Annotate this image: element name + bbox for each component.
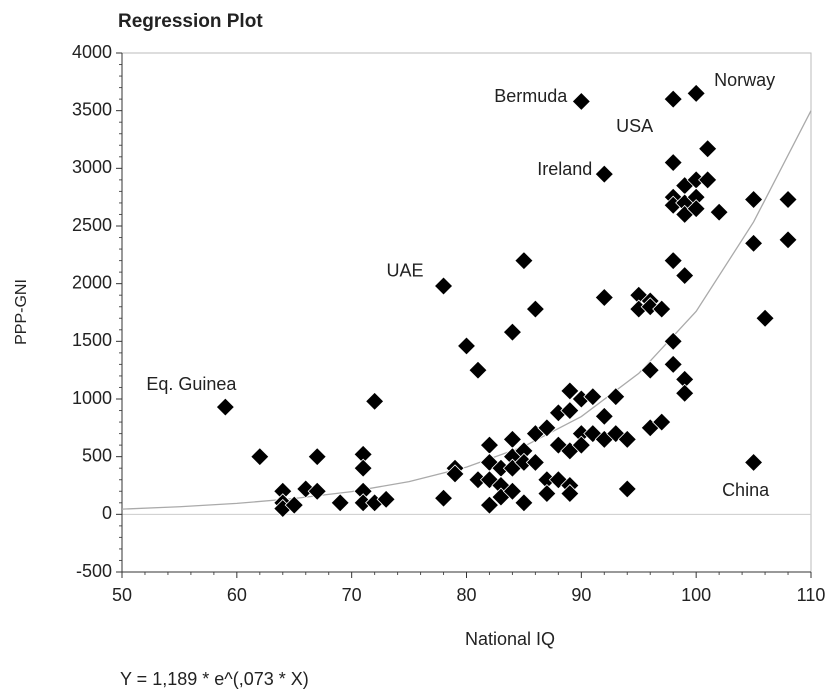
data-point — [652, 299, 672, 319]
x-tick-label: 100 — [681, 585, 711, 605]
x-tick-label: 80 — [456, 585, 476, 605]
data-point — [307, 447, 327, 467]
x-tick-label: 110 — [797, 585, 826, 605]
data-point — [433, 488, 454, 508]
data-point — [698, 170, 718, 190]
data-point — [560, 381, 580, 401]
data-point — [376, 489, 396, 509]
data-point — [663, 89, 683, 109]
data-point — [560, 400, 580, 421]
data-point — [433, 276, 454, 296]
data-point — [675, 383, 695, 403]
data-point — [583, 387, 603, 407]
y-tick-label: 3500 — [72, 99, 112, 119]
y-tick-label: 3000 — [72, 157, 112, 177]
y-tick-label: -500 — [76, 561, 112, 581]
data-point — [606, 387, 626, 407]
y-tick-label: 4000 — [72, 42, 112, 62]
y-tick-label: 1000 — [72, 388, 112, 408]
x-tick-label: 70 — [342, 585, 362, 605]
point-label: China — [722, 480, 770, 500]
data-point — [663, 153, 683, 173]
y-axis-label: PPP-GNI — [13, 279, 30, 345]
y-tick-label: 2500 — [72, 215, 112, 235]
data-point — [686, 199, 706, 219]
equation: Y = 1,189 * e^(,073 * X) — [120, 669, 309, 689]
data-point — [445, 464, 465, 484]
data-point — [514, 251, 534, 271]
data-point — [502, 481, 522, 501]
point-label: Eq. Guinea — [146, 374, 237, 394]
x-axis-label: National IQ — [465, 629, 555, 649]
data-point — [502, 322, 522, 342]
data-point — [456, 336, 477, 356]
data-point — [514, 493, 534, 513]
data-point — [571, 91, 591, 112]
data-point — [744, 452, 764, 472]
data-point — [537, 484, 557, 504]
data-point — [640, 360, 660, 380]
data-point — [652, 412, 672, 432]
point-label: Ireland — [537, 159, 592, 179]
data-point — [525, 452, 545, 472]
point-label: USA — [616, 116, 653, 136]
data-point — [284, 495, 304, 515]
x-tick-label: 90 — [571, 585, 591, 605]
data-point — [663, 354, 683, 374]
data-point — [215, 397, 235, 417]
data-point — [560, 484, 580, 504]
data-point — [778, 189, 798, 210]
data-point — [353, 458, 373, 478]
data-point — [502, 429, 522, 449]
y-tick-label: 2000 — [72, 272, 112, 292]
point-label: Norway — [714, 70, 775, 90]
data-point — [594, 406, 614, 426]
data-point — [663, 331, 683, 351]
data-point — [617, 429, 637, 449]
data-point — [663, 251, 683, 271]
data-point — [479, 495, 500, 515]
x-tick-label: 60 — [227, 585, 247, 605]
y-tick-label: 1500 — [72, 330, 112, 350]
point-label: UAE — [387, 261, 424, 281]
data-point — [479, 435, 500, 455]
data-point — [307, 481, 327, 501]
plot-frame — [121, 52, 812, 573]
data-point — [686, 83, 706, 103]
data-point — [330, 493, 350, 513]
data-point — [537, 418, 557, 438]
x-tick-label: 50 — [112, 585, 132, 605]
data-point — [675, 266, 695, 286]
data-point — [525, 299, 545, 319]
data-point — [571, 435, 591, 455]
data-point — [365, 391, 385, 411]
chart-title: Regression Plot — [118, 11, 263, 32]
point-label: Bermuda — [494, 86, 568, 106]
regression-curve — [121, 110, 812, 510]
y-tick-label: 0 — [102, 503, 112, 523]
y-tick-label: 500 — [82, 445, 112, 465]
data-point — [594, 164, 614, 184]
data-point — [617, 479, 637, 499]
data-point — [755, 308, 775, 328]
data-point — [709, 202, 729, 222]
data-point — [744, 233, 764, 253]
data-point — [468, 360, 488, 380]
data-point — [778, 230, 798, 250]
data-point — [250, 447, 270, 467]
data-point — [744, 189, 764, 210]
data-point — [594, 287, 614, 308]
data-point — [698, 139, 718, 159]
